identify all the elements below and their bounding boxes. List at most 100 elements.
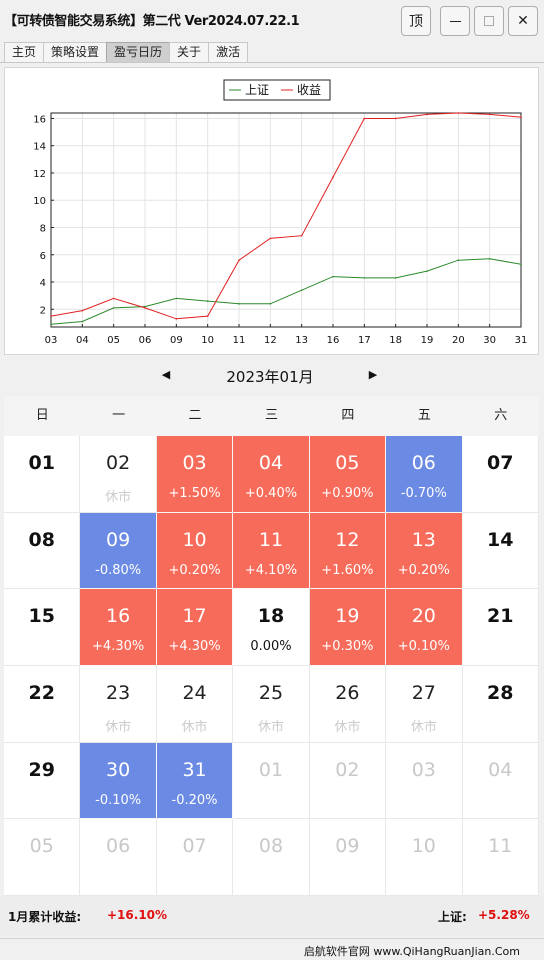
calendar-day-cell[interactable]: 08 (4, 512, 81, 590)
triangle-left-icon[interactable]: ◀ (161, 368, 171, 381)
calendar-day-cell[interactable]: 02 休市 (80, 436, 157, 513)
data-point (112, 297, 115, 300)
day-return: +0.90% (321, 486, 374, 501)
triangle-right-icon[interactable]: ▶ (368, 368, 378, 381)
x-tick-label: 09 (170, 335, 183, 346)
day-number: 18 (257, 605, 285, 628)
day-return: -0.80% (95, 562, 142, 578)
minimize-button[interactable] (440, 6, 470, 36)
calendar-day-cell[interactable]: 04 +0.40% (233, 436, 310, 513)
calendar-day-cell[interactable]: 28 (462, 666, 539, 743)
x-tick-label: 03 (45, 335, 58, 346)
website-link[interactable]: 启航软件官网 www.QiHangRuanJian.Com (303, 945, 520, 958)
day-number: 01 (258, 758, 284, 781)
data-point (520, 263, 522, 266)
minimize-icon (449, 20, 461, 22)
calendar-day-cell[interactable]: 15 (4, 589, 81, 667)
weekday-mon: 一 (112, 408, 126, 423)
x-tick-label: 12 (264, 335, 277, 346)
data-point (488, 258, 491, 260)
calendar-day-cell[interactable]: 05 +0.90% (309, 436, 387, 513)
data-point (488, 113, 491, 116)
calendar-day-cell[interactable]: 10 +0.20% (156, 512, 234, 590)
calendar-day-cell[interactable]: 11 +4.10% (233, 512, 310, 590)
calendar-day-cell[interactable]: 30 -0.10% (80, 742, 157, 820)
calendar-day-cell[interactable]: 06 -0.70% (386, 436, 463, 513)
tab-bar: 主页 策略设置 盈亏日历 关于 激活 (4, 42, 249, 62)
calendar-day-cell: 03 (386, 742, 463, 820)
market-closed-label: 休市 (334, 720, 361, 736)
day-number: 03 (411, 758, 436, 781)
month-navigator: ◀ 2023年01月 ▶ (0, 360, 544, 392)
legend-entry: 收益 (297, 83, 321, 97)
day-number: 28 (487, 682, 514, 705)
x-tick-label: 13 (295, 335, 308, 346)
calendar-day-cell[interactable]: 12 +1.60% (309, 512, 387, 590)
data-point (269, 303, 272, 305)
calendar-day-cell: 10 (386, 819, 463, 897)
tab-pnl-calendar[interactable]: 盈亏日历 (106, 42, 171, 62)
calendar-day-cell[interactable]: 13 +0.20% (386, 512, 463, 590)
y-tick-label: 8 (40, 223, 46, 234)
close-button[interactable]: ✕ (508, 6, 538, 36)
data-point (175, 297, 178, 300)
calendar-day-cell[interactable]: 24 休市 (156, 666, 234, 743)
market-closed-label: 休市 (105, 490, 132, 505)
day-number: 23 (106, 682, 131, 705)
data-point (426, 270, 428, 272)
x-tick-label: 18 (389, 335, 402, 346)
maximize-button[interactable] (474, 6, 504, 36)
calendar-day-cell[interactable]: 23 休市 (80, 666, 157, 743)
tab-activate[interactable]: 激活 (208, 42, 249, 62)
calendar-day-cell[interactable]: 09 -0.80% (80, 512, 157, 590)
calendar-day-cell[interactable]: 14 (462, 512, 539, 590)
calendar-day-cell[interactable]: 21 (462, 589, 539, 667)
calendar-day-cell[interactable]: 26 休市 (309, 666, 387, 743)
day-return: -0.70% (400, 486, 447, 501)
market-closed-label: 休市 (410, 720, 437, 736)
day-return: -0.20% (171, 792, 218, 808)
calendar-day-cell[interactable]: 27 休市 (386, 666, 463, 743)
calendar-day-cell[interactable]: 07 (462, 436, 539, 513)
day-number: 03 (182, 452, 207, 474)
x-tick-label: 04 (76, 335, 89, 346)
calendar-day-cell[interactable]: 17 +4.30% (156, 589, 234, 667)
day-return: +4.10% (244, 562, 298, 578)
legend-entry: 上证 (245, 83, 269, 97)
calendar-day-cell[interactable]: 19 +0.30% (309, 589, 387, 667)
calendar-day-cell: 06 (80, 819, 157, 897)
data-point (363, 117, 366, 120)
calendar-day-cell[interactable]: 16 +4.30% (80, 589, 157, 667)
day-number: 07 (182, 835, 207, 858)
pin-top-button[interactable]: 顶 (401, 6, 431, 36)
x-tick-label: 11 (233, 335, 246, 346)
day-number: 02 (335, 758, 360, 781)
calendar-day-cell: 09 (309, 819, 387, 897)
calendar-day-cell[interactable]: 22 (4, 666, 81, 743)
calendar-day-cell[interactable]: 25 休市 (233, 666, 310, 743)
x-tick-label: 05 (107, 335, 120, 346)
day-number: 16 (106, 605, 131, 628)
data-point (206, 315, 209, 317)
tab-home[interactable]: 主页 (4, 42, 45, 62)
day-number: 19 (335, 605, 360, 628)
data-point (394, 117, 397, 120)
y-tick-label: 4 (40, 278, 46, 289)
calendar-day-cell[interactable]: 03 +1.50% (156, 436, 234, 513)
tab-strategy-settings[interactable]: 策略设置 (43, 42, 108, 62)
calendar-day-cell[interactable]: 29 (4, 742, 81, 820)
calendar-day-cell[interactable]: 18 0.00% (233, 589, 310, 667)
calendar-day-cell[interactable]: 01 (4, 436, 81, 513)
tab-about[interactable]: 关于 (169, 42, 210, 62)
weekday-wed: 三 (264, 408, 278, 423)
day-number: 05 (29, 835, 54, 858)
day-number: 06 (411, 452, 436, 474)
data-point (457, 259, 460, 262)
day-number: 02 (106, 452, 131, 474)
day-return: +4.30% (168, 639, 221, 655)
window-title: 【可转债智能交易系统】第二代 Ver2024.07.22.1 (4, 14, 300, 29)
calendar-day-cell[interactable]: 20 +0.10% (386, 589, 463, 667)
data-point (269, 237, 272, 240)
calendar-day-cell[interactable]: 31 -0.20% (156, 742, 234, 820)
status-bar: 启航软件官网 www.QiHangRuanJian.Com (0, 938, 544, 960)
